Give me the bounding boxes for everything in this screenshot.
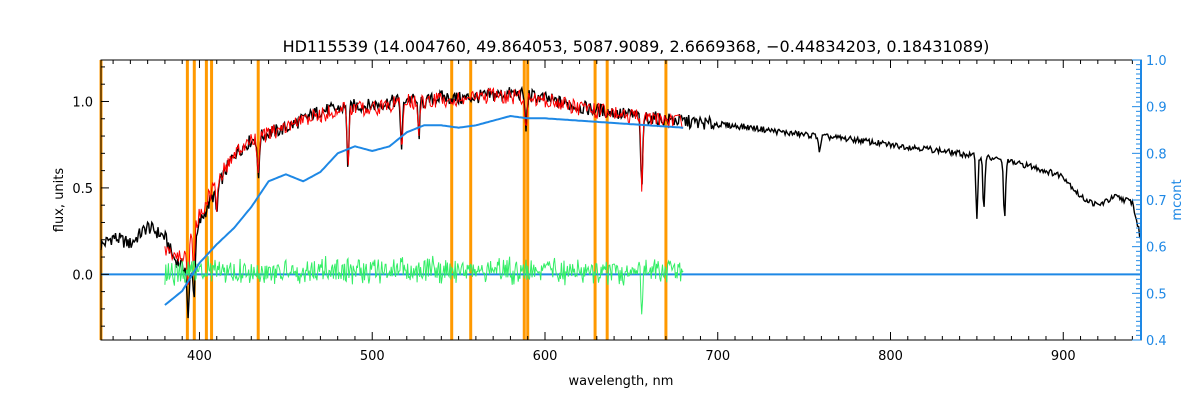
y-right-tick-label: 0.5 [1146,287,1167,302]
residuals-line [164,255,684,315]
y-tick-label: 1.0 [72,95,93,110]
y-right-tick-label: 0.7 [1146,194,1167,209]
x-tick-label: 900 [1051,349,1076,364]
y-right-tick-label: 0.4 [1146,334,1167,349]
x-tick-label: 700 [705,349,730,364]
x-tick-label: 800 [878,349,903,364]
model-spectrum-line [164,86,683,285]
chart-title: HD115539 (14.004760, 49.864053, 5087.908… [283,37,990,56]
y-right-tick-label: 0.9 [1146,101,1167,116]
x-axis-label: wavelength, nm [569,374,674,389]
x-tick-label: 400 [187,349,212,364]
axes: 400 500 600 700 800 900 0.0 0.5 1.0 0.4 0.5 0.6 0.7 0… [72,54,1166,364]
y-axis-label: flux, units [52,168,67,233]
plot-area [99,60,1142,340]
y-right-tick-label: 1.0 [1146,54,1167,69]
y-tick-label: 0.0 [72,268,93,283]
y-tick-label: 0.5 [72,182,93,197]
continuum-line [164,114,684,306]
x-tick-label: 500 [360,349,385,364]
y-right-axis-label: mcont [1170,179,1185,220]
y-right-tick-label: 0.6 [1146,241,1167,256]
y-right-tick-label: 0.8 [1146,147,1167,162]
x-tick-label: 600 [533,349,558,364]
